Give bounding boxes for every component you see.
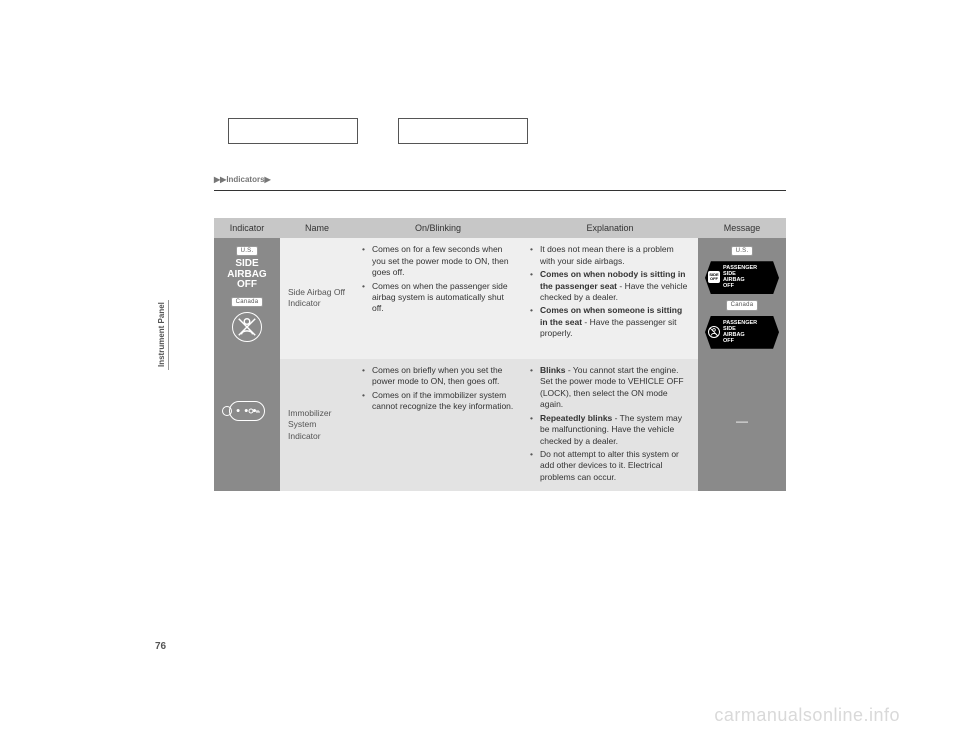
watermark-text: carmanualsonline.info — [714, 705, 900, 726]
table-row: U.S. SIDEAIRBAGOFF Canada Side Airbag Of… — [214, 238, 786, 359]
list-item: Comes on if the immobilizer system canno… — [362, 390, 514, 413]
header-rule — [214, 190, 786, 191]
th-on-blinking: On/Blinking — [354, 218, 522, 238]
indicators-table: Indicator Name On/Blinking Explanation M… — [214, 218, 786, 491]
th-explanation: Explanation — [522, 218, 698, 238]
badge-text: PASSENGERSIDEAIRBAGOFF — [723, 265, 757, 289]
th-indicator: Indicator — [214, 218, 280, 238]
badge-text: PASSENGERSIDEAIRBAGOFF — [723, 320, 757, 344]
top-button-row — [228, 118, 528, 144]
top-button-1[interactable] — [228, 118, 358, 144]
breadcrumb-section: Indicators — [226, 175, 264, 184]
seatbelt-crossed-icon — [232, 312, 262, 342]
table-header-row: Indicator Name On/Blinking Explanation M… — [214, 218, 786, 238]
table-row: ● ● ● Immobilizer System Indicator Comes… — [214, 359, 786, 492]
list-item: Comes on when someone is sitting in the … — [530, 305, 690, 339]
message-dash: — — [700, 365, 784, 429]
explanation-cell: Blinks - You cannot start the engine. Se… — [522, 359, 698, 492]
list-item: Do not attempt to alter this system or a… — [530, 449, 690, 483]
side-airbag-off-text: SIDEAIRBAGOFF — [216, 259, 278, 291]
indicator-cell-side-airbag: U.S. SIDEAIRBAGOFF Canada — [214, 238, 280, 359]
seatbelt-mini-icon — [708, 326, 720, 338]
list-item: Comes on when nobody is sitting in the p… — [530, 269, 690, 303]
list-item: Comes on briefly when you set the power … — [362, 365, 514, 388]
immobilizer-key-icon: ● ● ● — [229, 401, 265, 421]
indicator-cell-immobilizer: ● ● ● — [214, 359, 280, 492]
region-canada-label: Canada — [726, 300, 759, 310]
message-badge-canada: PASSENGERSIDEAIRBAGOFF — [705, 316, 779, 349]
side-off-mini-icon: SIDEOFF — [708, 271, 720, 283]
name-cell: Immobilizer System Indicator — [280, 359, 354, 492]
page-number: 76 — [155, 641, 166, 652]
list-item: It does not mean there is a problem with… — [530, 244, 690, 267]
on-blinking-cell: Comes on for a few seconds when you set … — [354, 238, 522, 359]
list-item: Comes on when the passenger side airbag … — [362, 281, 514, 315]
th-name: Name — [280, 218, 354, 238]
list-item: Repeatedly blinks - The system may be ma… — [530, 413, 690, 447]
explanation-cell: It does not mean there is a problem with… — [522, 238, 698, 359]
breadcrumb-arrows: ▶▶ — [214, 175, 226, 184]
on-blinking-cell: Comes on briefly when you set the power … — [354, 359, 522, 492]
list-item: Blinks - You cannot start the engine. Se… — [530, 365, 690, 411]
region-us-label: U.S. — [731, 246, 754, 256]
message-cell-empty: — — [698, 359, 786, 492]
bold-text: Repeatedly blinks — [540, 413, 612, 423]
message-cell: U.S. SIDEOFF PASSENGERSIDEAIRBAGOFF Cana… — [698, 238, 786, 359]
list-item: Comes on for a few seconds when you set … — [362, 244, 514, 278]
name-cell: Side Airbag Off Indicator — [280, 238, 354, 359]
side-tab-label: Instrument Panel — [155, 300, 169, 370]
region-canada-label: Canada — [231, 297, 264, 307]
th-message: Message — [698, 218, 786, 238]
breadcrumb-suffix: ▶ — [265, 175, 271, 184]
top-button-2[interactable] — [398, 118, 528, 144]
message-badge-us: SIDEOFF PASSENGERSIDEAIRBAGOFF — [705, 261, 779, 294]
region-us-label: U.S. — [236, 246, 259, 256]
breadcrumb: ▶▶Indicators▶ — [214, 175, 271, 184]
bold-text: Blinks — [540, 365, 566, 375]
